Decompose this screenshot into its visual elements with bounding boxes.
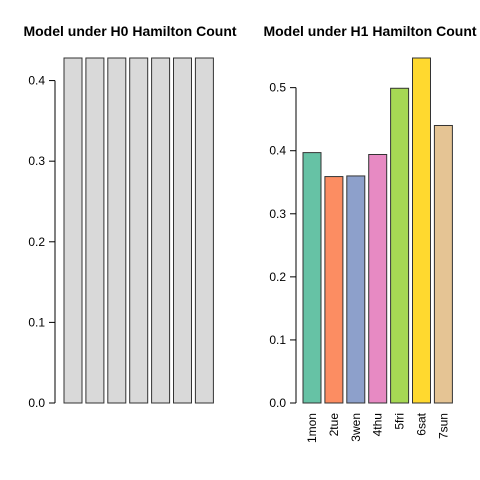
- x-tick-label: 2tue: [327, 413, 341, 437]
- bar-h0-4: [129, 57, 149, 404]
- chart-title-h0: Model under H0 Hamilton Count: [23, 23, 236, 39]
- bar-h1-3: [346, 175, 366, 404]
- y-tick-label: 0.2: [269, 270, 286, 284]
- bar-h1-4: [368, 153, 388, 404]
- bar-h1-5: [390, 87, 410, 404]
- bar-h0-3: [107, 57, 127, 404]
- bar-h1-7: [433, 124, 453, 404]
- y-tick-label: 0.5: [269, 81, 286, 95]
- bar-h1-2: [324, 176, 344, 404]
- y-tick-label: 0.2: [28, 235, 45, 249]
- x-tick-label: 5fri: [393, 413, 407, 430]
- bar-h1-6: [412, 57, 431, 404]
- bar-h0-7: [194, 57, 214, 404]
- chart-panel-h0: 0.0 0.1 0.2 0.3 0.4: [28, 57, 214, 410]
- chart-panel-h1: 0.0 0.1 0.2 0.3 0.4 0.5 1mon 2tue 3wen 4thu 5fri 6s…: [269, 57, 453, 443]
- y-tick-label: 0.4: [269, 144, 286, 158]
- x-tick-label: 3wen: [349, 413, 363, 442]
- bar-h0-5: [151, 57, 171, 404]
- y-tick-label: 0.0: [269, 396, 286, 410]
- y-tick-label: 0.3: [28, 154, 45, 168]
- y-tick-label: 0.1: [28, 315, 45, 329]
- bar-h0-6: [173, 57, 192, 404]
- y-tick-label: 0.0: [28, 396, 45, 410]
- y-tick-label: 0.4: [28, 74, 45, 88]
- bar-h0-2: [85, 57, 105, 404]
- x-tick-label: 1mon: [305, 413, 319, 443]
- y-tick-label: 0.1: [269, 333, 286, 347]
- y-tick-label: 0.3: [269, 207, 286, 221]
- x-tick-label: 6sat: [415, 412, 429, 435]
- x-tick-label: 4thu: [371, 413, 385, 436]
- bar-h1-1: [302, 152, 322, 404]
- chart-title-h1: Model under H1 Hamilton Count: [263, 23, 476, 39]
- x-tick-label: 7sun: [436, 413, 450, 439]
- bar-h0-1: [63, 57, 83, 404]
